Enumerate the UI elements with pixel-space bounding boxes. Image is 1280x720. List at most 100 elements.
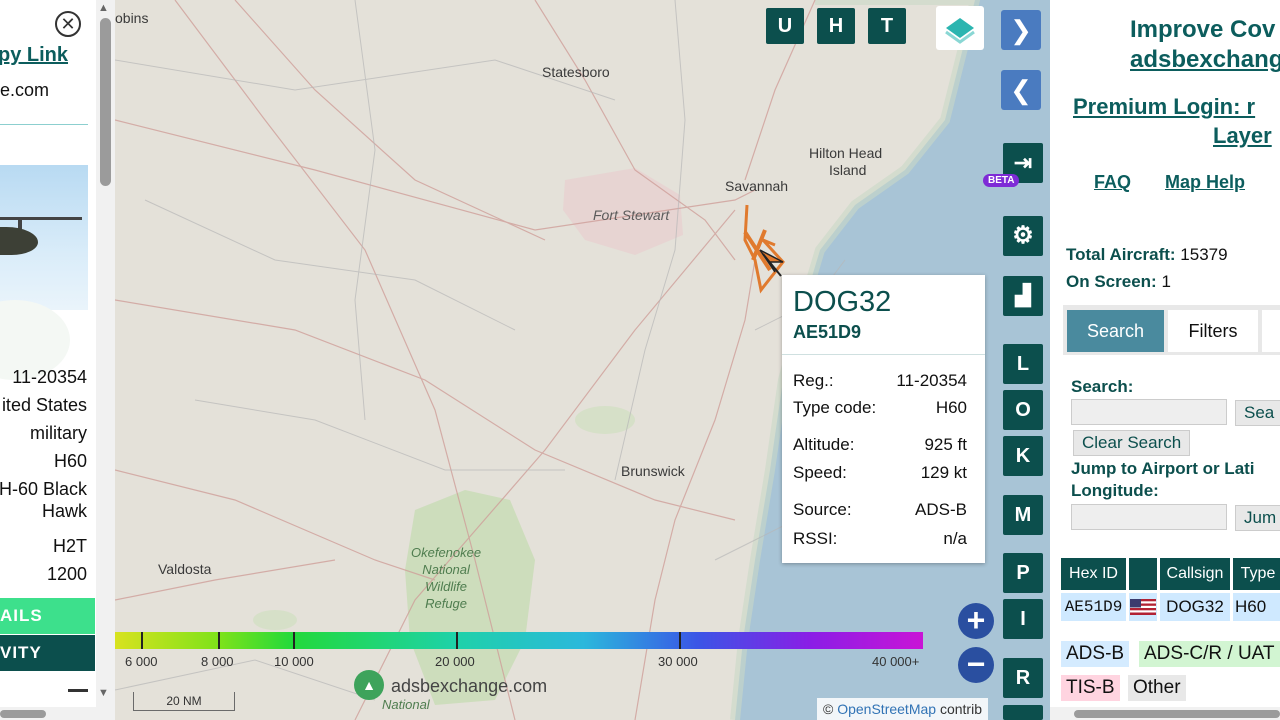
faq-link[interactable]: FAQ <box>1094 172 1132 192</box>
popup-reg-value: 11-20354 <box>896 371 967 390</box>
sidebar-panel: Improve Cov adsbexchang Premium Login: r… <box>1050 0 1280 720</box>
premium-login-link[interactable]: Premium Login: r <box>1073 94 1256 119</box>
table-cell-type[interactable]: H60 <box>1233 593 1280 621</box>
column-header-hex[interactable]: Hex ID <box>1061 558 1126 590</box>
popup-rssi-value: n/a <box>943 529 967 548</box>
tab-more[interactable] <box>1262 310 1280 352</box>
total-aircraft-value: 15379 <box>1180 245 1228 264</box>
refuge-label-line: Refuge <box>425 596 468 611</box>
popup-speed-label: Speed: <box>793 463 847 482</box>
toggle-o-button[interactable]: O <box>1003 390 1043 430</box>
gear-icon: ⚙ <box>1012 222 1034 249</box>
close-icon[interactable]: ✕ <box>55 11 81 37</box>
jump-label-line2: Longitude: <box>1071 481 1159 500</box>
refuge-label-line: Okefenokee <box>411 545 482 560</box>
altitude-chart-button[interactable]: ▟ <box>1003 276 1043 316</box>
tab-filters[interactable]: Filters <box>1168 310 1258 352</box>
toggle-i-button[interactable]: I <box>1003 599 1043 639</box>
source-badge-adsb: ADS-B <box>1061 641 1130 667</box>
table-cell-callsign[interactable]: DOG32 <box>1160 593 1230 621</box>
model-value-line1: H-60 Black <box>0 479 87 499</box>
scroll-down-icon[interactable]: ▼ <box>98 687 109 699</box>
scrollbar-thumb[interactable] <box>100 18 111 186</box>
mast-shape <box>18 219 22 229</box>
horizontal-scrollbar-thumb[interactable] <box>0 710 46 718</box>
aircraft-photo[interactable] <box>0 165 88 310</box>
on-screen-value: 1 <box>1161 272 1171 291</box>
layers-icon <box>945 18 975 44</box>
aircraft-popup[interactable]: DOG32 AE51D9 Reg.: 11-20354 Type code: H… <box>782 275 985 563</box>
settings-button[interactable]: ⚙ <box>1003 216 1043 256</box>
toggle-t-button[interactable]: T <box>868 8 906 44</box>
altitude-legend-bar <box>115 632 923 649</box>
collapse-panel-button[interactable]: ❮ <box>1001 70 1041 110</box>
attribution-suffix: contrib <box>939 701 982 717</box>
refuge-label-line: National <box>422 562 470 577</box>
minimize-icon[interactable] <box>68 689 88 692</box>
popup-hex: AE51D9 <box>793 322 862 342</box>
city-label: Hilton Head <box>809 145 883 161</box>
country-value: ited States <box>1 395 87 415</box>
table-cell-hex[interactable]: AE51D9 <box>1061 593 1126 621</box>
expand-panel-button[interactable]: ❯ <box>1001 10 1041 50</box>
zoom-in-button[interactable]: + <box>958 603 994 639</box>
toggle-k-button[interactable]: K <box>1003 436 1043 476</box>
area-label: Fort Stewart <box>593 207 670 223</box>
jump-input[interactable] <box>1071 504 1227 530</box>
map-help-link[interactable]: Map Help <box>1165 172 1246 192</box>
search-input[interactable] <box>1071 399 1227 425</box>
type-desc-value: H2T <box>52 536 87 556</box>
city-label: Brunswick <box>621 463 685 479</box>
total-aircraft-label: Total Aircraft: <box>1066 245 1176 264</box>
rotor-shape <box>0 217 82 220</box>
activity-button[interactable]: VITY <box>0 635 95 671</box>
premium-layer-link[interactable]: Layer <box>1213 123 1272 148</box>
column-header-flag[interactable] <box>1129 558 1157 590</box>
park-label: National <box>382 697 430 712</box>
adsbx-logo-text: adsbexchange.com <box>391 676 548 696</box>
search-button[interactable]: Sea <box>1235 400 1280 426</box>
tab-search[interactable]: Search <box>1067 310 1164 352</box>
improve-coverage-link[interactable]: adsbexchang <box>1130 46 1280 73</box>
toggle-m-button[interactable]: M <box>1003 495 1043 535</box>
source-badge-other: Other <box>1128 675 1186 701</box>
column-header-type[interactable]: Type <box>1233 558 1280 590</box>
copy-link[interactable]: py Link <box>0 44 69 66</box>
toggle-l-button[interactable]: L <box>1003 344 1043 384</box>
popup-rssi-label: RSSI: <box>793 529 838 548</box>
city-label: Island <box>829 162 867 178</box>
horizontal-scrollbar-thumb[interactable] <box>1074 710 1280 718</box>
source-badge-adsc: ADS-C/R / UAT <box>1139 641 1280 667</box>
on-screen-label: On Screen: <box>1066 272 1157 291</box>
toggle-p-button[interactable]: P <box>1003 553 1043 593</box>
legend-label: 20 000 <box>435 654 475 669</box>
zoom-out-button[interactable]: − <box>958 647 994 683</box>
bars-icon: ▟ <box>1015 285 1031 307</box>
login-icon: ⇥ <box>1013 150 1033 175</box>
popup-callsign: DOG32 <box>793 286 892 318</box>
scroll-up-icon[interactable]: ▲ <box>98 2 109 14</box>
improve-coverage-line1[interactable]: Improve Cov <box>1130 16 1276 43</box>
refuge-label: Okefenokee National Wildlife Refuge <box>411 544 481 612</box>
details-button[interactable]: AILS <box>0 598 95 634</box>
column-header-callsign[interactable]: Callsign <box>1160 558 1230 590</box>
total-aircraft: Total Aircraft: 15379 <box>1066 245 1228 265</box>
map-view[interactable]: obins Statesboro Savannah Hilton Head Is… <box>115 0 1050 720</box>
toggle-r-button[interactable]: R <box>1003 658 1043 698</box>
osm-link[interactable]: OpenStreetMap <box>837 701 937 717</box>
divider <box>782 354 985 355</box>
toggle-h-button[interactable]: H <box>817 8 855 44</box>
toggle-f-button[interactable] <box>1003 705 1043 720</box>
copyright-symbol: © <box>823 701 834 717</box>
helicopter-body-shape <box>0 227 38 255</box>
scale-bar: 20 NM <box>133 692 235 711</box>
legend-label: 6 000 <box>125 654 158 669</box>
clear-search-button[interactable]: Clear Search <box>1073 430 1191 456</box>
legend-label: 8 000 <box>201 654 234 669</box>
layers-button[interactable] <box>936 6 984 50</box>
jump-button[interactable]: Jum <box>1235 505 1280 531</box>
popup-altitude-value: 925 ft <box>924 435 967 454</box>
toggle-u-button[interactable]: U <box>766 8 804 44</box>
share-domain: e.com <box>0 80 50 100</box>
divider <box>0 124 88 125</box>
